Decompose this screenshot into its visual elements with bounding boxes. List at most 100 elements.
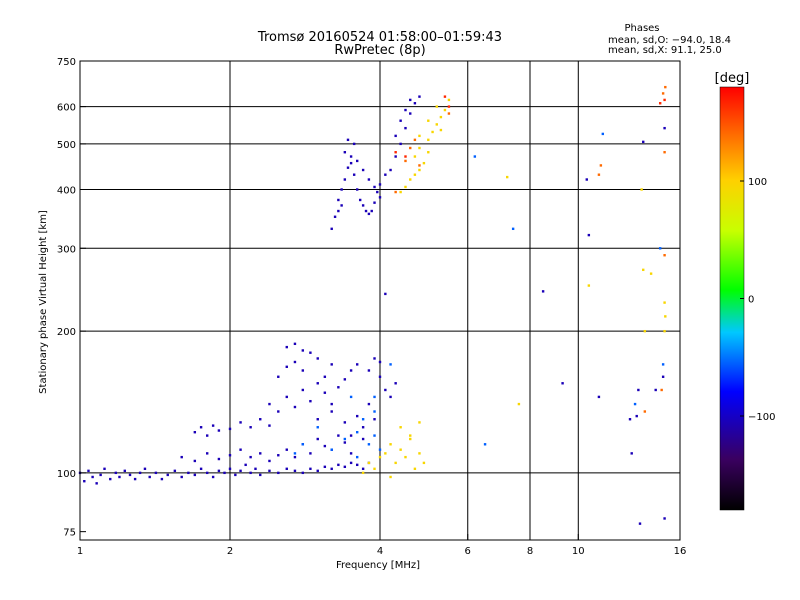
chart-subtitle: RwPretec (8p) — [334, 43, 425, 58]
data-point — [394, 382, 397, 385]
data-point — [309, 452, 312, 455]
data-point — [301, 349, 305, 352]
y-tick-label: 75 — [63, 528, 76, 539]
data-point — [277, 410, 280, 413]
data-point — [114, 471, 118, 475]
data-point — [346, 138, 350, 142]
axis-ticks: 1 2 4 6 8 10 16 75 100 200 300 400 500 600 750 — [57, 57, 686, 557]
data-point — [109, 477, 112, 481]
data-point — [217, 469, 221, 473]
data-point — [376, 190, 379, 194]
data-point — [439, 115, 443, 119]
data-point — [404, 159, 407, 163]
data-point — [285, 395, 288, 399]
data-point — [649, 272, 653, 275]
data-point — [205, 434, 209, 437]
data-point — [413, 102, 417, 105]
data-point — [346, 166, 350, 169]
data-point — [378, 183, 382, 186]
data-point — [585, 178, 588, 181]
data-point — [309, 467, 312, 471]
data-point — [654, 388, 657, 392]
data-point — [228, 427, 232, 431]
data-point — [173, 469, 177, 473]
data-point — [133, 477, 137, 481]
data-point — [143, 467, 147, 471]
data-point — [404, 108, 407, 112]
data-point — [330, 227, 333, 231]
x-tick-label: 8 — [527, 546, 533, 557]
data-point — [205, 452, 209, 455]
data-point — [180, 475, 183, 479]
data-point — [211, 424, 215, 427]
data-point — [394, 134, 397, 138]
data-point — [394, 190, 397, 194]
data-point — [330, 410, 333, 413]
data-point — [211, 475, 215, 479]
data-point — [193, 459, 197, 463]
data-point — [228, 454, 232, 457]
colorbar-tick-label: −100 — [748, 412, 775, 423]
data-point — [587, 233, 591, 237]
data-point — [95, 482, 98, 485]
data-point — [199, 467, 203, 471]
data-point — [355, 431, 359, 434]
data-point — [561, 382, 564, 385]
x-tick-label: 1 — [77, 546, 83, 557]
data-point — [394, 151, 397, 154]
data-point — [293, 342, 297, 346]
data-point — [330, 448, 333, 451]
data-point — [597, 395, 601, 399]
data-point — [293, 405, 297, 409]
data-point — [399, 119, 402, 122]
data-point — [91, 475, 94, 479]
data-point — [83, 479, 86, 483]
data-point — [443, 95, 447, 98]
data-point — [244, 463, 247, 467]
data-point — [378, 196, 382, 199]
data-point — [187, 471, 190, 475]
data-point — [301, 388, 305, 392]
data-point — [343, 151, 347, 154]
data-point — [505, 175, 509, 179]
data-point — [447, 98, 451, 102]
data-point — [384, 173, 387, 176]
data-point — [418, 164, 421, 167]
data-point — [337, 434, 340, 437]
data-point — [413, 173, 417, 176]
data-point — [259, 473, 262, 477]
data-point — [384, 388, 387, 392]
data-point — [361, 437, 365, 441]
colorbar-tick-label: 0 — [748, 295, 754, 306]
data-point — [418, 95, 421, 98]
data-point — [660, 388, 663, 392]
data-point — [330, 402, 333, 406]
data-point — [367, 443, 371, 446]
data-point — [355, 414, 359, 418]
x-tick-label: 16 — [674, 546, 687, 557]
data-point — [404, 185, 407, 189]
data-point — [340, 204, 343, 207]
data-point — [285, 365, 288, 369]
data-point — [409, 434, 412, 437]
data-point — [337, 198, 340, 202]
data-point — [316, 426, 319, 429]
data-point — [352, 173, 356, 176]
data-point — [323, 465, 327, 469]
data-point — [638, 522, 642, 525]
data-point — [349, 461, 353, 465]
data-point — [301, 471, 305, 475]
data-point — [394, 155, 397, 158]
data-point — [642, 140, 645, 144]
data-point — [409, 437, 412, 441]
data-point — [316, 357, 319, 360]
data-point — [268, 459, 271, 463]
data-point — [409, 146, 412, 150]
data-point — [427, 151, 430, 154]
data-point — [587, 284, 591, 287]
data-point — [309, 399, 312, 403]
data-point — [628, 418, 632, 421]
data-point — [435, 105, 438, 108]
data-point — [447, 112, 451, 115]
data-point — [249, 455, 252, 459]
